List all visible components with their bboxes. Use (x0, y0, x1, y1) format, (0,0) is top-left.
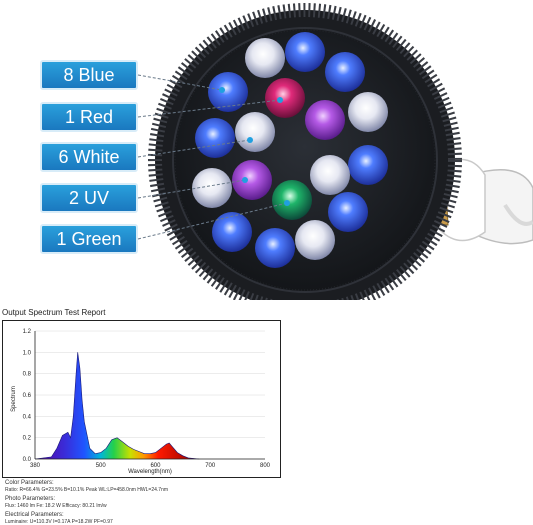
report-title: Output Spectrum Test Report (2, 308, 106, 317)
photo-params-values: Flux: 1460 lm Fe: 18.2 W Efficacy: 80.21… (5, 503, 107, 509)
y-axis-label: Spectrum (11, 386, 17, 412)
y-tick-label: 1.2 (23, 329, 32, 335)
y-tick-label: 0.6 (23, 393, 32, 399)
leader-dot (284, 200, 290, 206)
spectrum-line (34, 352, 200, 460)
led-white (245, 38, 285, 78)
led-white (348, 92, 388, 132)
leader-line (137, 202, 288, 240)
led-red (265, 78, 305, 118)
leader-line (137, 179, 246, 199)
led-blue (212, 212, 252, 252)
led-blue (328, 192, 368, 232)
label-white: 6 White (40, 142, 138, 172)
leader-line (137, 99, 281, 118)
y-tick-label: 0.2 (23, 436, 32, 442)
label-uv: 2 UV (40, 183, 138, 213)
x-tick-labels: 380 500 600 700 800 (30, 463, 271, 469)
led-array (192, 32, 388, 268)
x-tick-label: 500 (96, 463, 107, 469)
leader-dot (247, 137, 253, 143)
label-green: 1 Green (40, 224, 138, 254)
x-tick-label: 700 (205, 463, 216, 469)
electrical-params-values: Luminaire: U=110.3V I=0.17A P=18.2W PF=0… (5, 519, 113, 525)
leader-dot (242, 177, 248, 183)
photo-params-heading: Photo Parameters: (5, 496, 56, 502)
y-tick-label: 1.0 (23, 350, 32, 356)
y-tick-label: 0.8 (23, 372, 32, 378)
led-blue (195, 118, 235, 158)
spectrum-chart: 1.2 1.0 0.8 0.6 0.4 0.2 0.0 380 500 600 700 800 Sp… (11, 329, 271, 475)
led-blue (348, 145, 388, 185)
led-uv (305, 100, 345, 140)
led-uv (232, 160, 272, 200)
spectrum-area (35, 352, 200, 459)
spectrum-report: Output Spectrum Test Report (0, 305, 533, 525)
leader-dots (219, 87, 290, 206)
led-white (192, 168, 232, 208)
label-red: 1 Red (40, 102, 138, 132)
y-tick-label: 0.0 (23, 457, 32, 463)
x-tick-label: 600 (150, 463, 161, 469)
led-labels: 8 Blue 1 Red 6 White 2 UV 1 Green (40, 60, 138, 254)
leader-line (137, 74, 223, 91)
report-chart-frame: 1.2 1.0 0.8 0.6 0.4 0.2 0.0 380 500 600 700 800 Sp… (2, 320, 281, 478)
y-tick-labels: 1.2 1.0 0.8 0.6 0.4 0.2 0.0 (23, 329, 32, 463)
leader-line (137, 139, 251, 158)
x-tick-label: 380 (30, 463, 41, 469)
lamp-illustration (137, 3, 533, 300)
x-tick-label: 800 (260, 463, 271, 469)
led-blue (285, 32, 325, 72)
x-axis-label: Wavelength(nm) (128, 469, 172, 475)
led-blue (208, 72, 248, 112)
leader-dot (219, 87, 225, 93)
electrical-params-heading: Electrical Parameters: (5, 512, 64, 518)
color-params-values: Ratio: R=66.4% G=23.5% B=10.1% Peak WL:L… (5, 487, 169, 493)
leader-dot (277, 97, 283, 103)
y-tick-label: 0.4 (23, 414, 32, 420)
led-white (310, 155, 350, 195)
led-blue (325, 52, 365, 92)
leader-lines (137, 74, 288, 240)
led-white (235, 112, 275, 152)
label-blue: 8 Blue (40, 60, 138, 90)
color-params-heading: Color Parameters: (5, 480, 54, 486)
led-white (295, 220, 335, 260)
parameters-block: Color Parameters: Ratio: R=66.4% G=23.5%… (5, 477, 305, 525)
led-green (272, 180, 312, 220)
led-blue (255, 228, 295, 268)
